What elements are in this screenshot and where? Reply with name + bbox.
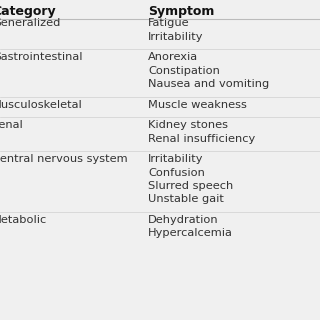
Text: Renal insufficiency: Renal insufficiency <box>148 133 255 143</box>
Text: Slurred speech: Slurred speech <box>148 181 233 191</box>
Text: Hypercalcemia: Hypercalcemia <box>148 228 233 238</box>
Text: Unstable gait: Unstable gait <box>148 195 224 204</box>
Text: Nausea and vomiting: Nausea and vomiting <box>148 79 269 89</box>
Text: Musculoskeletal: Musculoskeletal <box>0 100 83 109</box>
Text: Generalized: Generalized <box>0 18 60 28</box>
Text: Category: Category <box>0 5 56 18</box>
Text: Kidney stones: Kidney stones <box>148 120 228 130</box>
Text: Constipation: Constipation <box>148 66 220 76</box>
Text: Irritability: Irritability <box>148 154 204 164</box>
Text: Dehydration: Dehydration <box>148 215 219 225</box>
Text: Confusion: Confusion <box>148 167 205 178</box>
Text: Gastrointestinal: Gastrointestinal <box>0 52 83 62</box>
Text: Metabolic: Metabolic <box>0 215 47 225</box>
Text: Fatigue: Fatigue <box>148 18 190 28</box>
Text: Muscle weakness: Muscle weakness <box>148 100 247 109</box>
Text: Irritability: Irritability <box>148 31 204 42</box>
Text: Renal: Renal <box>0 120 24 130</box>
Text: Anorexia: Anorexia <box>148 52 198 62</box>
Text: Central nervous system: Central nervous system <box>0 154 128 164</box>
Text: Symptom: Symptom <box>148 5 214 18</box>
